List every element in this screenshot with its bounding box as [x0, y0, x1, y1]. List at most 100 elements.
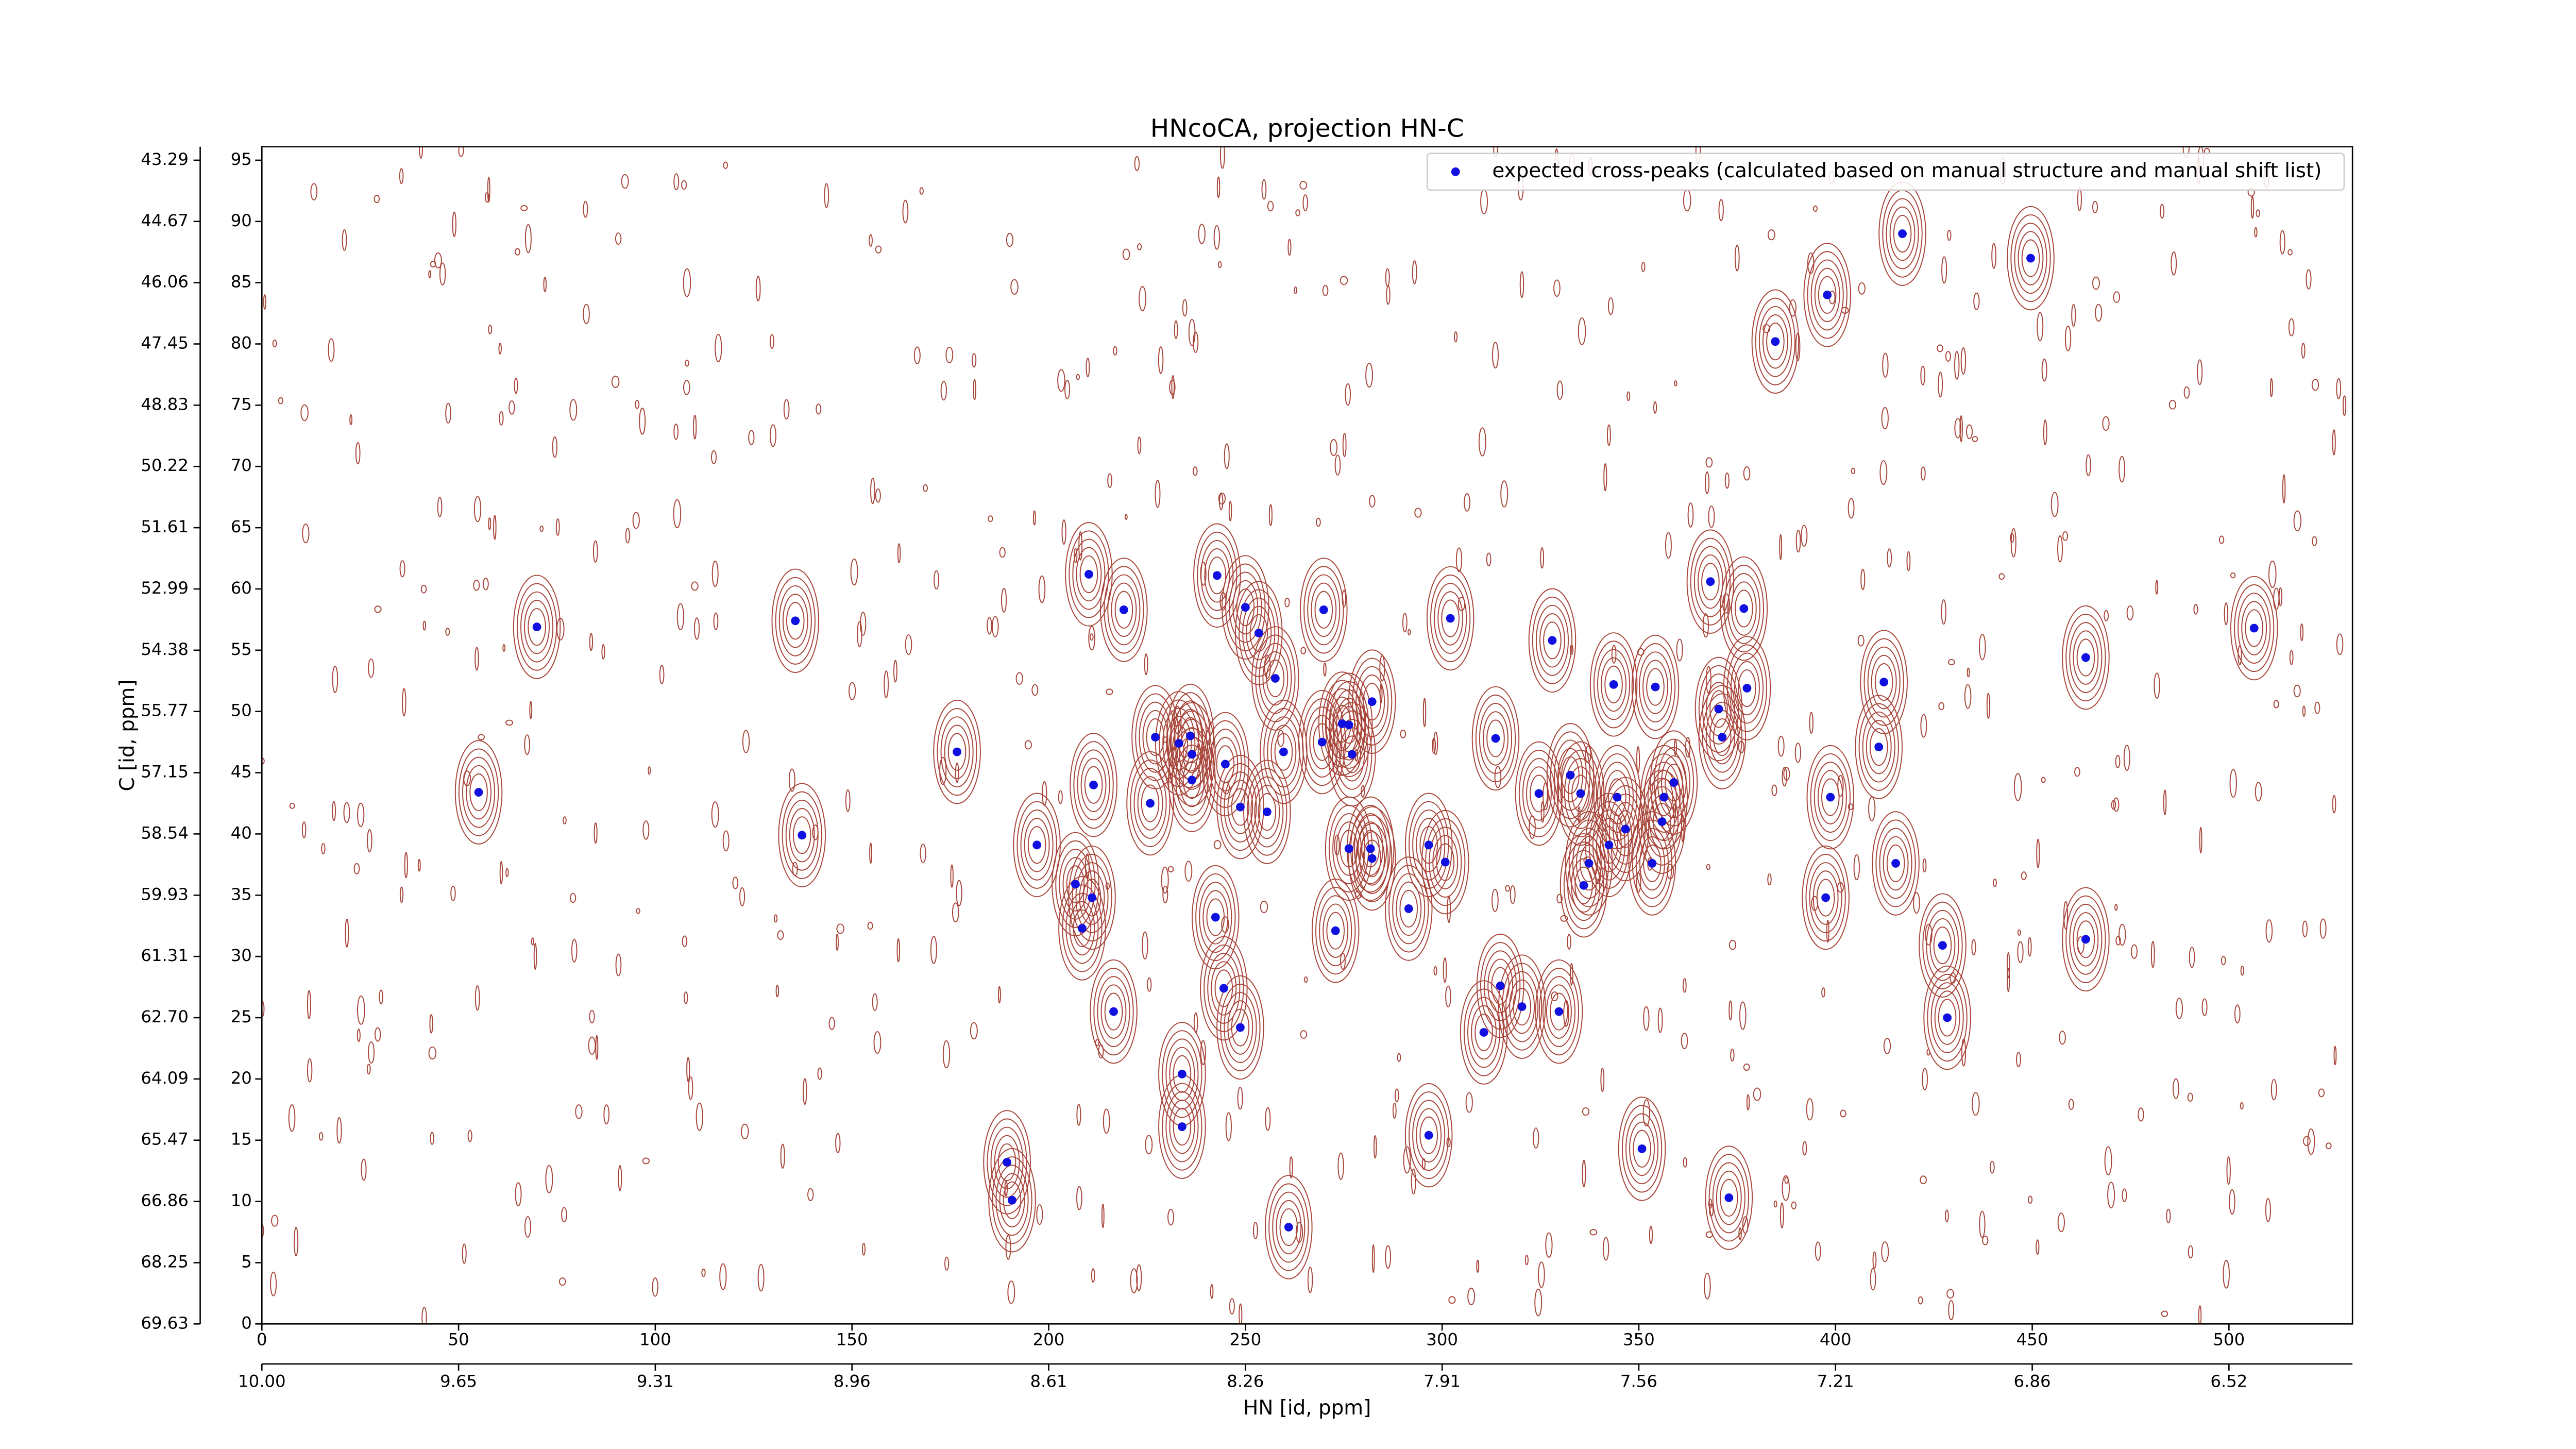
peak-point [1317, 737, 1327, 747]
noise-contour [421, 1306, 427, 1324]
peak-point [1078, 924, 1087, 933]
peak-contour [1647, 762, 1681, 833]
noise-contour [1322, 285, 1329, 296]
noise-contour [803, 1078, 807, 1105]
noise-contour [288, 1104, 296, 1132]
noise-contour [869, 234, 873, 247]
noise-contour [1519, 271, 1524, 298]
noise-contour [2126, 605, 2134, 621]
peak-contour [1268, 1183, 1309, 1271]
peak-point [1440, 857, 1450, 867]
noise-contour [515, 1182, 522, 1206]
noise-contour [2234, 1004, 2241, 1024]
noise-contour [2036, 838, 2040, 868]
noise-contour [2279, 230, 2285, 255]
noise-contour [920, 844, 926, 863]
noise-contour [2332, 795, 2336, 814]
noise-contour [1467, 1287, 1476, 1306]
noise-contour [1010, 279, 1019, 295]
peak-contour [782, 594, 808, 648]
noise-contour [1001, 587, 1007, 613]
peak-point [1604, 840, 1614, 850]
peak-contour [524, 599, 550, 654]
noise-contour [294, 1226, 299, 1256]
peak-point [1241, 603, 1250, 612]
noise-contour [473, 496, 482, 523]
noise-contour [1746, 1094, 1750, 1110]
noise-contour [2172, 1078, 2179, 1099]
noise-contour [601, 644, 605, 660]
noise-contour [1229, 1298, 1235, 1315]
peak-contour [1809, 862, 1842, 933]
noise-contour [583, 200, 588, 218]
peak-point [2081, 653, 2090, 662]
peak-contour [1475, 1013, 1493, 1052]
peak-point [1771, 337, 1780, 346]
noise-contour [1145, 1135, 1153, 1155]
peak-contour [1220, 983, 1261, 1072]
noise-contour [1739, 1001, 1747, 1030]
peak-contour [513, 575, 561, 679]
x-tick-label: 300 [1426, 1330, 1458, 1350]
noise-contour [1365, 363, 1374, 388]
noise-contour [1480, 189, 1488, 214]
peak-contour [1165, 1091, 1199, 1162]
noise-contour [420, 584, 427, 594]
y2-tick-label: 64.09 [141, 1068, 189, 1088]
noise-contour [836, 934, 839, 951]
noise-contour [1268, 504, 1273, 526]
noise-contour [1964, 684, 1972, 709]
noise-contour [1277, 730, 1284, 747]
noise-contour [474, 647, 479, 671]
peak-contour [1133, 768, 1167, 839]
peak-point [1367, 854, 1377, 863]
noise-contour [1136, 1264, 1142, 1291]
peak-contour [1193, 523, 1241, 628]
peak-contour [1399, 889, 1418, 928]
noise-contour [429, 1014, 433, 1034]
noise-contour [1265, 1107, 1271, 1131]
x-tick-label: 50 [448, 1330, 469, 1350]
noise-contour [1954, 418, 1961, 439]
noise-contour [1913, 892, 1920, 914]
peak-contour [1200, 936, 1248, 1041]
peak-contour [1216, 745, 1235, 783]
peak-contour [1513, 988, 1531, 1026]
noise-contour [1267, 200, 1274, 212]
noise-contour [1124, 514, 1128, 520]
noise-contour [1510, 885, 1516, 904]
noise-contour [1743, 466, 1751, 481]
peak-contour [999, 1173, 1025, 1227]
peak-point [1554, 1007, 1564, 1016]
noise-contour [2064, 325, 2072, 351]
peak-point [1262, 807, 1272, 817]
noise-contour [1122, 248, 1130, 260]
noise-contour [2197, 359, 2203, 385]
noise-contour [1361, 785, 1365, 798]
peak-contour [2018, 231, 2044, 285]
noise-contour [870, 478, 875, 504]
noise-contour [379, 989, 383, 1004]
peak-contour [1802, 845, 1850, 950]
noise-contour [1848, 498, 1855, 519]
peak-contour [1697, 554, 1723, 609]
noise-contour [2187, 1092, 2193, 1102]
peak-contour [1701, 563, 1720, 601]
peak-contour [1079, 870, 1105, 925]
y-tick-label: 95 [231, 149, 252, 169]
peak-point [1609, 680, 1618, 689]
noise-contour [571, 938, 578, 963]
noise-contour [1704, 1272, 1711, 1300]
noise-contour [1216, 176, 1221, 198]
peak-contour [1336, 821, 1362, 876]
peak-contour [1247, 768, 1287, 856]
peak-contour [940, 716, 974, 788]
noise-contour [777, 930, 784, 940]
peak-contour [1204, 944, 1244, 1033]
noise-contour [2189, 947, 2195, 968]
y-tick-label: 10 [231, 1191, 252, 1210]
peak-contour [1883, 836, 1909, 891]
peak-contour [1076, 547, 1102, 602]
noise-contour [828, 1017, 835, 1030]
noise-contour [271, 1215, 279, 1227]
